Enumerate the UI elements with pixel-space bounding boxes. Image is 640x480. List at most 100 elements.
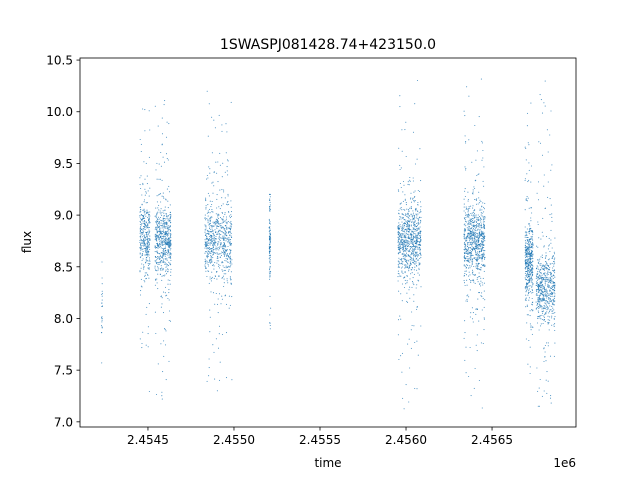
- data-point: [473, 217, 475, 219]
- data-point: [540, 323, 542, 325]
- data-point: [539, 302, 541, 304]
- data-point: [527, 256, 529, 258]
- data-point: [475, 245, 477, 247]
- data-point: [550, 282, 552, 284]
- data-point: [471, 263, 473, 265]
- data-point: [225, 267, 227, 269]
- data-point: [159, 254, 162, 256]
- data-point: [481, 142, 483, 144]
- data-point: [408, 401, 410, 403]
- data-point: [231, 296, 233, 298]
- data-point: [524, 179, 526, 182]
- data-point: [472, 229, 474, 231]
- data-point: [149, 259, 151, 261]
- data-point: [139, 138, 141, 141]
- data-point: [412, 239, 414, 241]
- data-point: [224, 251, 226, 253]
- data-point: [410, 247, 412, 249]
- data-point: [162, 226, 164, 228]
- data-point: [163, 231, 165, 233]
- data-point: [553, 301, 555, 303]
- data-point: [475, 230, 477, 232]
- data-point: [406, 231, 408, 233]
- data-point: [417, 248, 419, 250]
- data-point: [416, 225, 418, 227]
- data-point: [142, 251, 144, 253]
- data-point: [551, 295, 553, 298]
- data-point: [471, 212, 473, 214]
- data-point: [168, 237, 170, 239]
- data-point: [215, 235, 217, 237]
- data-point: [481, 260, 483, 262]
- data-point: [167, 226, 169, 228]
- data-point: [540, 292, 542, 294]
- data-point: [413, 294, 415, 296]
- data-point: [269, 208, 271, 210]
- data-point: [554, 322, 556, 325]
- data-point: [527, 274, 529, 276]
- data-point: [553, 296, 555, 298]
- data-point: [403, 408, 405, 410]
- data-point: [471, 259, 473, 261]
- data-point: [209, 231, 211, 233]
- data-point: [157, 266, 159, 268]
- data-point: [399, 251, 401, 253]
- data-point: [402, 240, 404, 243]
- data-point: [529, 259, 531, 261]
- data-point: [472, 191, 474, 193]
- data-point: [469, 223, 471, 225]
- data-point: [101, 292, 103, 294]
- data-point: [397, 266, 399, 268]
- data-point: [167, 200, 169, 202]
- data-point: [223, 248, 225, 250]
- data-point: [410, 329, 412, 331]
- data-point: [399, 227, 401, 229]
- data-point: [476, 198, 478, 200]
- data-point: [163, 258, 165, 260]
- data-point: [143, 243, 145, 245]
- data-point: [413, 273, 415, 275]
- data-point: [207, 270, 209, 272]
- data-point: [541, 312, 544, 314]
- data-point: [530, 278, 532, 280]
- data-point: [154, 278, 157, 280]
- data-point: [206, 240, 208, 243]
- data-point: [226, 226, 228, 228]
- data-point: [468, 259, 470, 261]
- data-point: [158, 225, 161, 228]
- data-point: [268, 218, 270, 220]
- data-point: [548, 287, 550, 289]
- data-point: [470, 218, 472, 220]
- data-point: [482, 342, 484, 345]
- data-point: [170, 233, 172, 235]
- data-point: [541, 292, 543, 294]
- data-point: [223, 191, 225, 193]
- data-point: [548, 312, 550, 314]
- data-point: [532, 254, 534, 256]
- data-point: [161, 230, 164, 232]
- data-point: [101, 327, 103, 329]
- data-point: [225, 216, 228, 218]
- data-point: [484, 249, 486, 252]
- x-tick-label: 2.4550: [213, 433, 255, 447]
- data-point: [400, 167, 402, 169]
- data-point: [148, 156, 150, 158]
- data-point: [211, 225, 213, 227]
- data-point: [147, 240, 149, 242]
- data-point: [406, 267, 408, 269]
- data-point: [528, 223, 530, 225]
- data-point: [161, 243, 163, 245]
- data-point: [157, 211, 159, 213]
- data-point: [157, 225, 159, 227]
- chart-title: 1SWASPJ081428.74+423150.0: [220, 37, 436, 53]
- data-point: [158, 262, 160, 264]
- data-point: [162, 239, 164, 241]
- data-point: [166, 121, 168, 123]
- data-point: [532, 284, 534, 286]
- data-point: [406, 292, 408, 294]
- data-point: [483, 239, 485, 241]
- data-point: [537, 299, 539, 301]
- data-point: [204, 224, 206, 226]
- data-point: [528, 229, 530, 231]
- data-point: [465, 206, 467, 208]
